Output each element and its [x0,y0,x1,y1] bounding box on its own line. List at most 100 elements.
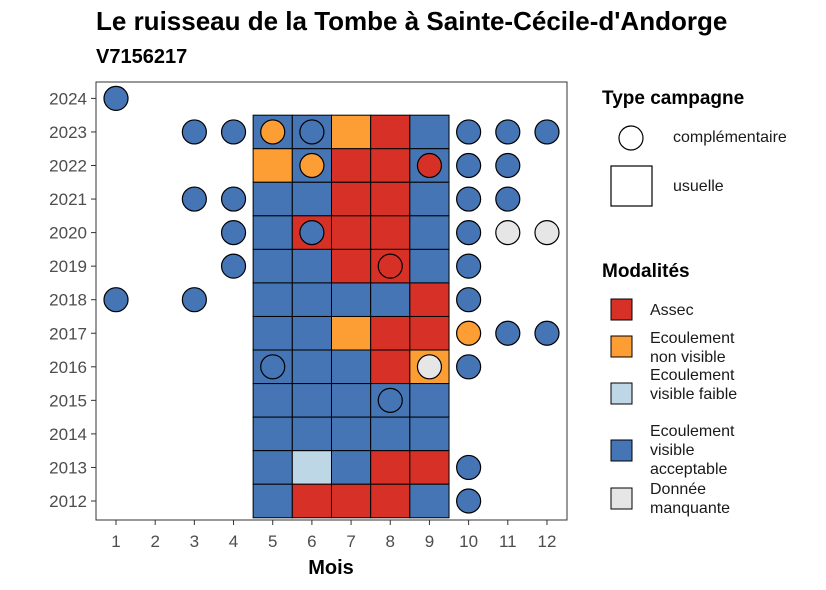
tile-2017-9 [409,315,450,351]
tile-2023-9 [409,114,450,150]
point-2016-10 [456,354,482,380]
x-tick-label-6: 6 [307,532,316,551]
chart-title: Le ruisseau de la Tombe à Sainte-Cécile-… [96,6,728,36]
point-2019-8 [377,253,403,279]
x-tick-label-4: 4 [229,532,238,551]
y-tick-label-2014: 2014 [49,425,87,444]
point-2018-1 [103,287,129,313]
legend-swatch-env [610,335,633,358]
tile-2016-6 [291,349,332,385]
tile-2015-5 [252,383,293,418]
legend-label-assec: Assec [650,302,694,319]
point-2019-10 [456,253,482,279]
x-tick-label-7: 7 [346,532,355,551]
x-tick-label-1: 1 [111,532,120,551]
tile-2013-6 [291,450,332,485]
point-2023-4 [220,119,247,145]
point-2020-4 [220,220,247,246]
legend-label-ecoulement-visible-faible: Ecoulement visible faible [650,367,738,403]
tile-2014-6 [291,416,332,452]
tile-2013-5 [252,450,293,485]
tile-2023-8 [370,114,411,150]
y-tick-label-2018: 2018 [49,291,87,310]
tile-2016-7 [330,349,372,385]
point-2022-11 [495,152,521,179]
x-tick-label-12: 12 [538,532,557,551]
legend-label-usuelle: usuelle [673,178,724,195]
point-2023-3 [181,119,207,145]
tile-2022-5 [252,148,293,183]
point-2021-3 [181,186,207,212]
legend-label-donnee-manquante: Donnée manquante [650,481,731,517]
tile-2020-9 [409,215,450,250]
legend-modalites-title: Modalités [602,261,690,282]
tile-2014-5 [252,416,293,452]
x-tick-label-11: 11 [499,532,517,551]
point-2013-10 [456,454,482,481]
legend-key-complementaire [618,125,644,151]
tile-2018-7 [330,282,372,317]
legend-label-ecoulement-non-visible: Ecoulement non visible [650,330,735,366]
tile-2013-8 [370,450,411,485]
point-2020-11 [495,220,521,246]
legend-swatch-eva [610,439,633,462]
tile-2015-6 [291,383,332,418]
x-tick-label-5: 5 [268,532,277,551]
tile-2014-8 [370,416,411,452]
x-tick-label-2: 2 [150,532,159,551]
tile-2017-8 [370,315,411,351]
x-tick-label-3: 3 [190,532,199,551]
legend-swatch-assec [610,298,633,321]
tile-2021-9 [409,181,450,217]
tile-2012-5 [252,483,293,519]
legend-swatch-evf [610,382,633,405]
point-2017-12 [534,320,560,346]
point-2018-3 [181,287,207,313]
legend-label-ecoulement-visible-acceptable: Ecoulement visible acceptable [650,423,735,478]
chart-subtitle: V7156217 [96,46,188,68]
tile-2012-6 [291,483,332,519]
tile-2014-9 [409,416,450,452]
legend-swatch-dm [610,487,633,510]
legend-label-complementaire: complémentaire [673,129,787,146]
tile-2012-8 [370,483,411,519]
point-2021-11 [495,186,521,212]
y-tick-label-2023: 2023 [49,123,87,142]
tile-2019-7 [330,248,372,284]
tile-2023-7 [330,114,372,150]
y-tick-label-2012: 2012 [49,492,87,511]
tile-2012-7 [330,483,372,519]
point-2023-11 [495,119,521,145]
tile-2021-7 [330,181,372,217]
point-2016-9 [416,354,443,380]
point-2021-10 [456,186,482,212]
tile-2013-9 [409,450,450,485]
point-2012-10 [456,488,482,514]
tile-2021-5 [252,181,293,217]
point-2017-10 [456,320,482,346]
tile-2018-5 [252,282,293,317]
point-2020-12 [534,220,560,246]
legend-key-usuelle [610,165,653,207]
point-2023-5 [260,119,286,145]
point-2022-9 [416,152,443,179]
y-tick-label-2015: 2015 [49,391,87,410]
tile-2018-9 [409,282,450,317]
y-tick-label-2021: 2021 [49,190,87,209]
tile-2015-7 [330,383,372,418]
point-2020-6 [299,220,325,246]
x-tick-label-8: 8 [386,532,395,551]
x-tick-label-9: 9 [425,532,434,551]
y-tick-label-2024: 2024 [49,89,87,108]
tile-2021-6 [291,181,332,217]
point-2023-10 [456,119,482,145]
point-2022-10 [456,152,482,179]
tile-2020-7 [330,215,372,250]
tile-2017-6 [291,315,332,351]
tile-2022-8 [370,148,411,183]
tile-2018-6 [291,282,332,317]
tile-2019-6 [291,248,332,284]
y-tick-label-2013: 2013 [49,458,87,477]
tile-2018-8 [370,282,411,317]
